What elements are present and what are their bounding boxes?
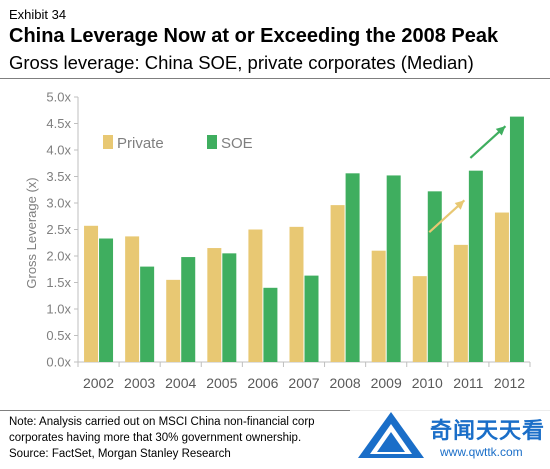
watermark-logo-icon bbox=[358, 412, 424, 458]
y-tick-label: 0.0x bbox=[46, 355, 71, 370]
bar-soe-2012 bbox=[509, 116, 524, 362]
exhibit-label: Exhibit 34 bbox=[9, 7, 67, 22]
bar-soe-2009 bbox=[386, 175, 401, 362]
watermark-url: www.qwttk.com bbox=[440, 445, 523, 459]
x-axis: 2002 2003 2004 2005 2006 2007 2008 2009 2010 2011… bbox=[77, 361, 531, 391]
bar-private-2006 bbox=[248, 229, 263, 362]
y-tick-label: 1.0x bbox=[46, 302, 71, 317]
legend: Private SOE bbox=[103, 135, 253, 152]
y-tick-label: 3.0x bbox=[46, 196, 71, 211]
trend-arrows bbox=[428, 125, 507, 233]
bar-soe-2006 bbox=[263, 287, 278, 362]
bars bbox=[84, 116, 524, 362]
x-tick-label: 2006 bbox=[247, 375, 278, 391]
legend-swatch-private bbox=[103, 135, 113, 149]
bottom-divider bbox=[0, 410, 550, 411]
y-tick-label: 5.0x bbox=[46, 90, 71, 105]
bar-private-2003 bbox=[125, 236, 140, 362]
note-line-2: corporates having more that 30% governme… bbox=[9, 432, 302, 444]
y-tick-label: 2.5x bbox=[46, 222, 71, 237]
x-tick-label: 2011 bbox=[453, 375, 483, 391]
bar-soe-2004 bbox=[181, 257, 196, 362]
legend-swatch-soe bbox=[207, 135, 217, 149]
source-line: Source: FactSet, Morgan Stanley Research bbox=[9, 448, 231, 460]
x-tick-label: 2003 bbox=[124, 375, 155, 391]
bar-soe-2002 bbox=[99, 238, 114, 362]
x-tick-label: 2012 bbox=[494, 375, 525, 391]
y-tick-label: 3.5x bbox=[46, 169, 71, 184]
x-tick-label: 2004 bbox=[165, 375, 196, 391]
bar-chart: 0.0x 0.5x 1.0x 1.5x 2.0x 2.5x 3.0x 3.5x 4.0x 4.5x… bbox=[24, 90, 531, 391]
x-tick-label: 2009 bbox=[371, 375, 402, 391]
x-tick-label: 2005 bbox=[206, 375, 237, 391]
bar-private-2004 bbox=[166, 279, 181, 362]
bar-soe-2007 bbox=[304, 275, 319, 362]
footnote: Note: Analysis carried out on MSCI China… bbox=[9, 414, 315, 462]
legend-label-private: Private bbox=[117, 135, 164, 152]
y-tick-label: 0.5x bbox=[46, 328, 71, 343]
y-tick-label: 4.0x bbox=[46, 143, 71, 158]
bar-private-2002 bbox=[84, 225, 99, 362]
bar-private-2010 bbox=[412, 276, 427, 362]
legend-label-soe: SOE bbox=[221, 135, 253, 152]
watermark-name: 奇闻天天看 bbox=[430, 418, 546, 443]
bar-soe-2003 bbox=[140, 266, 155, 362]
y-axis-label: Gross Leverage (x) bbox=[24, 177, 39, 288]
bar-private-2012 bbox=[494, 212, 509, 362]
y-tick-label: 4.5x bbox=[46, 116, 71, 131]
x-tick-label: 2008 bbox=[330, 375, 361, 391]
y-tick-label: 1.5x bbox=[46, 275, 71, 290]
top-divider bbox=[0, 78, 550, 79]
x-tick-label: 2007 bbox=[288, 375, 319, 391]
chart-subtitle: Gross leverage: China SOE, private corpo… bbox=[9, 52, 474, 73]
note-line-1: Note: Analysis carried out on MSCI China… bbox=[9, 416, 315, 428]
x-tick-label: 2002 bbox=[83, 375, 114, 391]
bar-soe-2010 bbox=[427, 191, 442, 362]
chart-title: China Leverage Now at or Exceeding the 2… bbox=[9, 25, 499, 47]
bar-private-2009 bbox=[371, 250, 386, 362]
bar-soe-2011 bbox=[468, 170, 483, 362]
bar-private-2008 bbox=[330, 205, 345, 362]
bar-soe-2005 bbox=[222, 253, 237, 362]
trend-arrow-head bbox=[495, 126, 506, 136]
bar-soe-2008 bbox=[345, 173, 360, 362]
bar-private-2007 bbox=[289, 226, 304, 362]
y-tick-label: 2.0x bbox=[46, 249, 71, 264]
y-axis: 0.0x 0.5x 1.0x 1.5x 2.0x 2.5x 3.0x 3.5x 4.0x 4.5x… bbox=[46, 90, 79, 370]
trend-arrow-head bbox=[454, 200, 465, 210]
x-tick-label: 2010 bbox=[412, 375, 443, 391]
bar-private-2005 bbox=[207, 248, 222, 362]
bar-private-2011 bbox=[453, 244, 468, 362]
